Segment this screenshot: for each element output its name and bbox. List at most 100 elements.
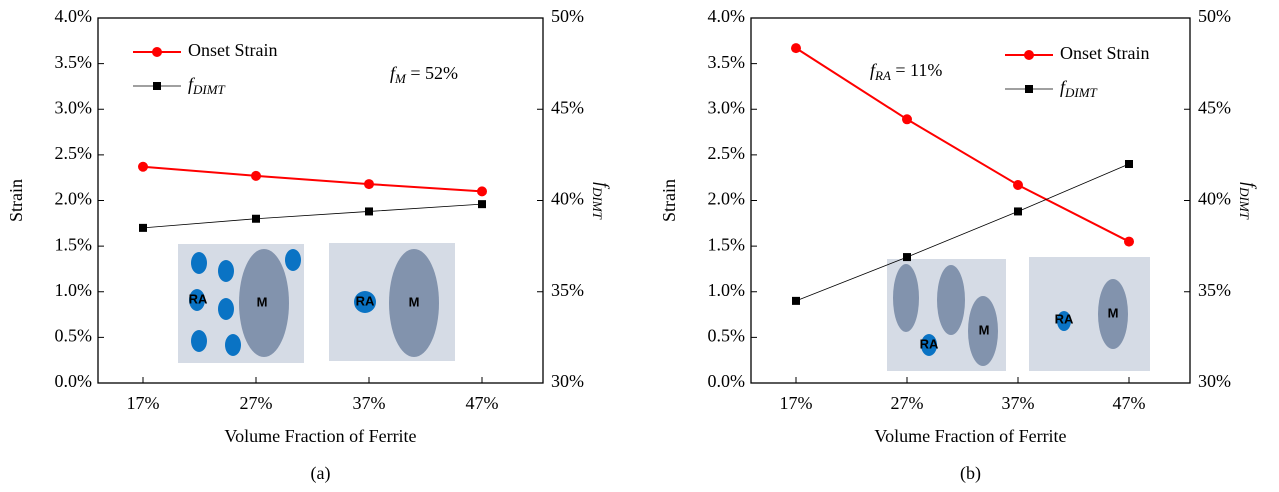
- y2-tick-label: 40%: [551, 189, 584, 209]
- annotation-rest: = 52%: [406, 63, 458, 83]
- inset-label: RA: [356, 293, 375, 308]
- y-tick-label: 1.5%: [708, 234, 746, 254]
- annotation: fRA = 11%: [870, 60, 942, 83]
- y-tick-label: 3.0%: [708, 97, 746, 117]
- y-tick-label: 1.0%: [55, 280, 93, 300]
- y2-tick-label: 50%: [1198, 6, 1231, 26]
- austenite-grain: [218, 298, 234, 320]
- data-point: [365, 207, 373, 215]
- y2-tick-label: 45%: [551, 97, 584, 117]
- figure: RA M RA M 0.0% 0.5% 1.0% 1.5% 2.0% 2.5% 3.0% 3.5% 4.…: [0, 0, 1279, 492]
- data-point: [478, 200, 486, 208]
- y-tick-label: 0.0%: [708, 371, 746, 391]
- y-tick-label: 2.0%: [55, 189, 93, 209]
- legend-marker: [153, 82, 161, 90]
- series-line: [796, 48, 1129, 241]
- y2-axis-label: fDIMT: [1237, 182, 1260, 220]
- inset-label: M: [979, 322, 990, 337]
- data-point: [791, 43, 801, 53]
- austenite-grain: [191, 252, 207, 274]
- panel-label: (a): [311, 463, 331, 484]
- legend-label: fDIMT: [1060, 77, 1098, 100]
- inset-label: RA: [189, 291, 208, 306]
- x-axis-label: Volume Fraction of Ferrite: [874, 426, 1066, 446]
- y-tick-label: 4.0%: [708, 6, 746, 26]
- y-tick-label: 3.0%: [55, 97, 93, 117]
- y2-axis-label-sub: DIMT: [1237, 186, 1252, 220]
- data-point: [1124, 237, 1134, 247]
- y-tick-label: 2.0%: [708, 189, 746, 209]
- y-tick-label: 3.5%: [55, 52, 93, 72]
- y2-tick-label: 45%: [1198, 97, 1231, 117]
- legend-marker: [152, 47, 162, 57]
- legend-marker: [1024, 50, 1034, 60]
- data-point: [251, 171, 261, 181]
- austenite-grain: [218, 260, 234, 282]
- martensite-grain: [937, 265, 965, 335]
- series-line: [143, 204, 482, 228]
- x-tick-label: 47%: [1113, 393, 1146, 413]
- x-tick-label: 27%: [240, 393, 273, 413]
- legend-label-sub: DIMT: [192, 82, 226, 97]
- legend-label: Onset Strain: [1060, 43, 1150, 63]
- y2-tick-label: 30%: [1198, 371, 1231, 391]
- plot-frame: [98, 18, 543, 383]
- data-point: [252, 215, 260, 223]
- x-tick-label: 17%: [780, 393, 813, 413]
- x-tick-label: 37%: [353, 393, 386, 413]
- y2-axis-label: fDIMT: [590, 182, 613, 220]
- y-axis-label: Strain: [659, 179, 679, 222]
- legend-marker: [1025, 85, 1033, 93]
- y2-tick-label: 50%: [551, 6, 584, 26]
- y2-tick-label: 35%: [551, 280, 584, 300]
- y-axis-label: Strain: [6, 179, 26, 222]
- y2-axis-label-sub: DIMT: [590, 186, 605, 220]
- series-line: [143, 167, 482, 192]
- panel-label: (b): [960, 463, 981, 484]
- y-tick-label: 0.5%: [55, 326, 93, 346]
- annotation-rest: = 11%: [891, 60, 942, 80]
- legend-label-sub: DIMT: [1064, 85, 1098, 100]
- panel-label-text: (b): [960, 463, 981, 484]
- data-point: [902, 114, 912, 124]
- legend-label: Onset Strain: [188, 40, 278, 60]
- y-tick-label: 1.0%: [708, 280, 746, 300]
- data-point: [138, 162, 148, 172]
- x-tick-label: 47%: [466, 393, 499, 413]
- inset-label: RA: [920, 336, 939, 351]
- y-tick-label: 3.5%: [708, 52, 746, 72]
- x-tick-label: 17%: [127, 393, 160, 413]
- annotation-sub: RA: [874, 68, 891, 83]
- inset-label: M: [1108, 305, 1119, 320]
- y-tick-label: 0.5%: [708, 326, 746, 346]
- y-tick-label: 1.5%: [55, 234, 93, 254]
- x-tick-label: 27%: [891, 393, 924, 413]
- data-point: [903, 253, 911, 261]
- y-tick-label: 2.5%: [708, 143, 746, 163]
- y-tick-label: 2.5%: [55, 143, 93, 163]
- x-axis-label: Volume Fraction of Ferrite: [224, 426, 416, 446]
- y2-tick-label: 30%: [551, 371, 584, 391]
- data-point: [1013, 180, 1023, 190]
- inset-label: M: [257, 294, 268, 309]
- panel-label-text: (a): [311, 463, 331, 484]
- inset-label: RA: [1055, 311, 1074, 326]
- inset-label: M: [409, 294, 420, 309]
- data-point: [1125, 160, 1133, 168]
- y2-tick-label: 40%: [1198, 189, 1231, 209]
- data-point: [792, 297, 800, 305]
- martensite-grain: [893, 264, 919, 332]
- inset-panel: [1029, 257, 1150, 371]
- y-tick-label: 0.0%: [55, 371, 93, 391]
- y-tick-label: 4.0%: [55, 6, 93, 26]
- austenite-grain: [191, 330, 207, 352]
- y2-tick-label: 35%: [1198, 280, 1231, 300]
- data-point: [477, 186, 487, 196]
- annotation: fM = 52%: [390, 63, 458, 86]
- legend-label: fDIMT: [188, 74, 226, 97]
- data-point: [1014, 207, 1022, 215]
- data-point: [139, 224, 147, 232]
- x-tick-label: 37%: [1002, 393, 1035, 413]
- data-point: [364, 179, 374, 189]
- austenite-grain: [285, 249, 301, 271]
